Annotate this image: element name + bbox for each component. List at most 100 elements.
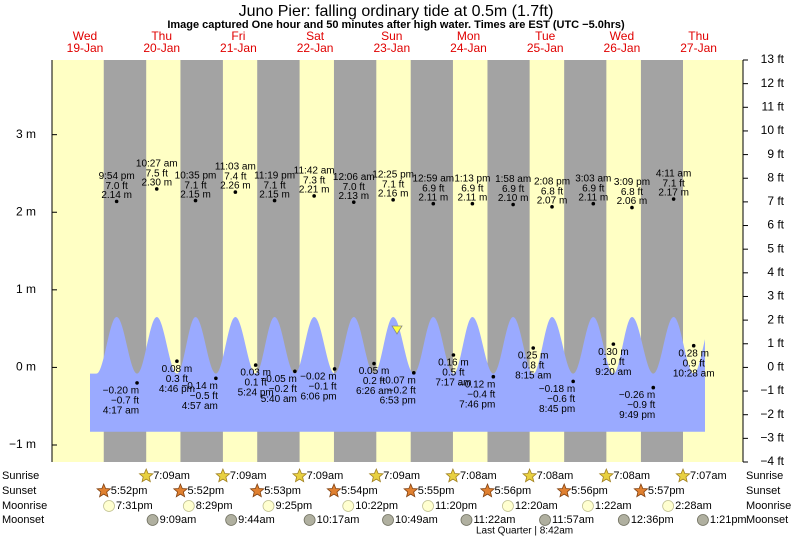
y2-tick-label: −2 ft <box>760 407 784 421</box>
sunrise-icon <box>291 467 308 483</box>
tide-ft: 6.9 ft <box>502 184 524 195</box>
tide-ft: −0.6 ft <box>547 394 575 405</box>
tide-time: 4:46 pm <box>159 384 195 395</box>
day-weekday: Sun <box>381 29 402 43</box>
sunset-time: 5:52pm <box>187 485 224 497</box>
sunrise-time: 7:09am <box>230 470 267 482</box>
y-tick-label: −1 m <box>9 437 36 451</box>
tide-ft: 7.1 ft <box>263 180 285 191</box>
day-weekday: Sat <box>306 29 325 43</box>
tide-time: 3:09 pm <box>614 177 650 188</box>
tide-m: 2.17 m <box>658 188 689 199</box>
tide-m: 0.28 m <box>678 348 709 359</box>
moonrise-time: 8:29pm <box>196 500 233 512</box>
tide-m: 2.07 m <box>537 195 568 206</box>
high-tide-point <box>272 198 277 203</box>
tide-ft: 1.0 ft <box>602 357 624 368</box>
sunrise-icon <box>445 467 461 483</box>
high-tide-point <box>671 197 676 201</box>
tide-time: 5:24 pm <box>238 388 274 399</box>
chart-subtitle: Image captured One hour and 50 minutes a… <box>167 19 625 31</box>
tide-m: 2.26 m <box>220 181 251 192</box>
moonset-time: 10:49am <box>395 514 438 526</box>
high-tide-point <box>114 199 119 204</box>
tide-m: 2.10 m <box>498 193 529 204</box>
chart-title: Juno Pier: falling ordinary tide at 0.5m… <box>239 3 554 20</box>
tide-m: 2.06 m <box>617 196 648 207</box>
day-weekday: Tue <box>535 29 556 43</box>
moonrise-time: 1:22am <box>595 500 632 512</box>
row-label: Sunset <box>746 485 780 497</box>
moonrise-time: 12:20am <box>515 500 558 512</box>
day-weekday: Fri <box>231 29 245 43</box>
row-label: Moonrise <box>746 500 791 512</box>
tide-m: 2.21 m <box>299 185 330 196</box>
tide-ft: −0.7 ft <box>111 396 139 407</box>
high-tide-point <box>154 187 159 191</box>
tide-ft: 7.1 ft <box>184 180 206 191</box>
tide-time: 9:49 pm <box>619 410 655 421</box>
tide-time: 8:45 pm <box>539 404 575 415</box>
day-date: 21-Jan <box>220 41 257 55</box>
tide-m: −0.02 m <box>300 372 336 383</box>
tide-time: 7:46 pm <box>459 399 495 410</box>
tide-ft: −0.1 ft <box>309 382 337 393</box>
sunrise-icon <box>521 467 538 483</box>
y2-tick-label: 2 ft <box>767 312 784 326</box>
sunrise-time: 7:07am <box>690 470 727 482</box>
y-tick-label: 0 m <box>16 360 36 374</box>
sunset-time: 5:57pm <box>648 485 685 497</box>
y2-tick-label: 10 ft <box>761 123 785 137</box>
low-tide-point <box>491 374 496 379</box>
moonset-icon <box>460 514 473 526</box>
tide-time: 4:17 am <box>103 406 139 417</box>
tide-ft: 6.9 ft <box>422 183 444 194</box>
tide-time: 7:17 am <box>435 378 471 389</box>
tide-m: 0.05 m <box>359 366 390 377</box>
row-label: Sunset <box>2 485 36 497</box>
moonset-time: 11:22am <box>473 514 515 526</box>
y2-tick-label: 12 ft <box>761 76 785 90</box>
tide-time: 4:57 am <box>182 401 218 412</box>
tide-m: 0.25 m <box>518 351 549 362</box>
tide-ft: −0.2 ft <box>388 385 416 396</box>
tide-ft: 0.1 ft <box>245 378 267 389</box>
tide-ft: 7.0 ft <box>343 182 365 193</box>
sunrise-icon <box>368 467 385 483</box>
day-date: 24-Jan <box>450 41 487 55</box>
tide-m: 2.16 m <box>378 188 409 199</box>
moonrise-time: 9:25pm <box>275 500 312 512</box>
tide-time: 11:42 am <box>294 166 335 177</box>
moonrise-icon <box>262 500 275 512</box>
tide-time: 5:40 am <box>261 394 297 405</box>
row-label: Moonset <box>746 514 788 526</box>
moonrise-icon <box>502 500 514 512</box>
low-tide-point <box>293 369 297 374</box>
high-tide-point <box>511 202 515 207</box>
tide-m: 2.11 m <box>457 192 487 203</box>
low-tide-point <box>411 371 416 375</box>
tide-ft: 7.1 ft <box>662 179 684 190</box>
y-tick-label: 1 m <box>16 282 36 296</box>
tide-m: 2.11 m <box>578 192 608 203</box>
tide-time: 6:26 am <box>356 386 392 397</box>
high-tide-point <box>550 205 554 209</box>
y2-tick-label: −1 ft <box>760 383 784 397</box>
tide-time: 3:03 am <box>575 173 611 184</box>
tide-m: −0.18 m <box>539 384 575 395</box>
tide-time: 9:20 am <box>595 367 631 378</box>
moonset-icon <box>146 514 159 526</box>
row-label: Moonrise <box>2 500 47 512</box>
moonset-icon <box>382 514 394 526</box>
sunrise-time: 7:09am <box>153 470 190 482</box>
high-tide-point <box>591 201 596 206</box>
tide-ft: 6.9 ft <box>582 183 604 194</box>
sunrise-icon <box>138 467 154 483</box>
low-tide-point <box>651 385 656 390</box>
sunrise-time: 7:09am <box>307 470 344 482</box>
day-date: 19-Jan <box>67 41 104 55</box>
moonset-icon <box>225 514 238 526</box>
tide-time: 11:03 am <box>215 162 256 173</box>
tide-ft: 0.9 ft <box>683 358 705 369</box>
